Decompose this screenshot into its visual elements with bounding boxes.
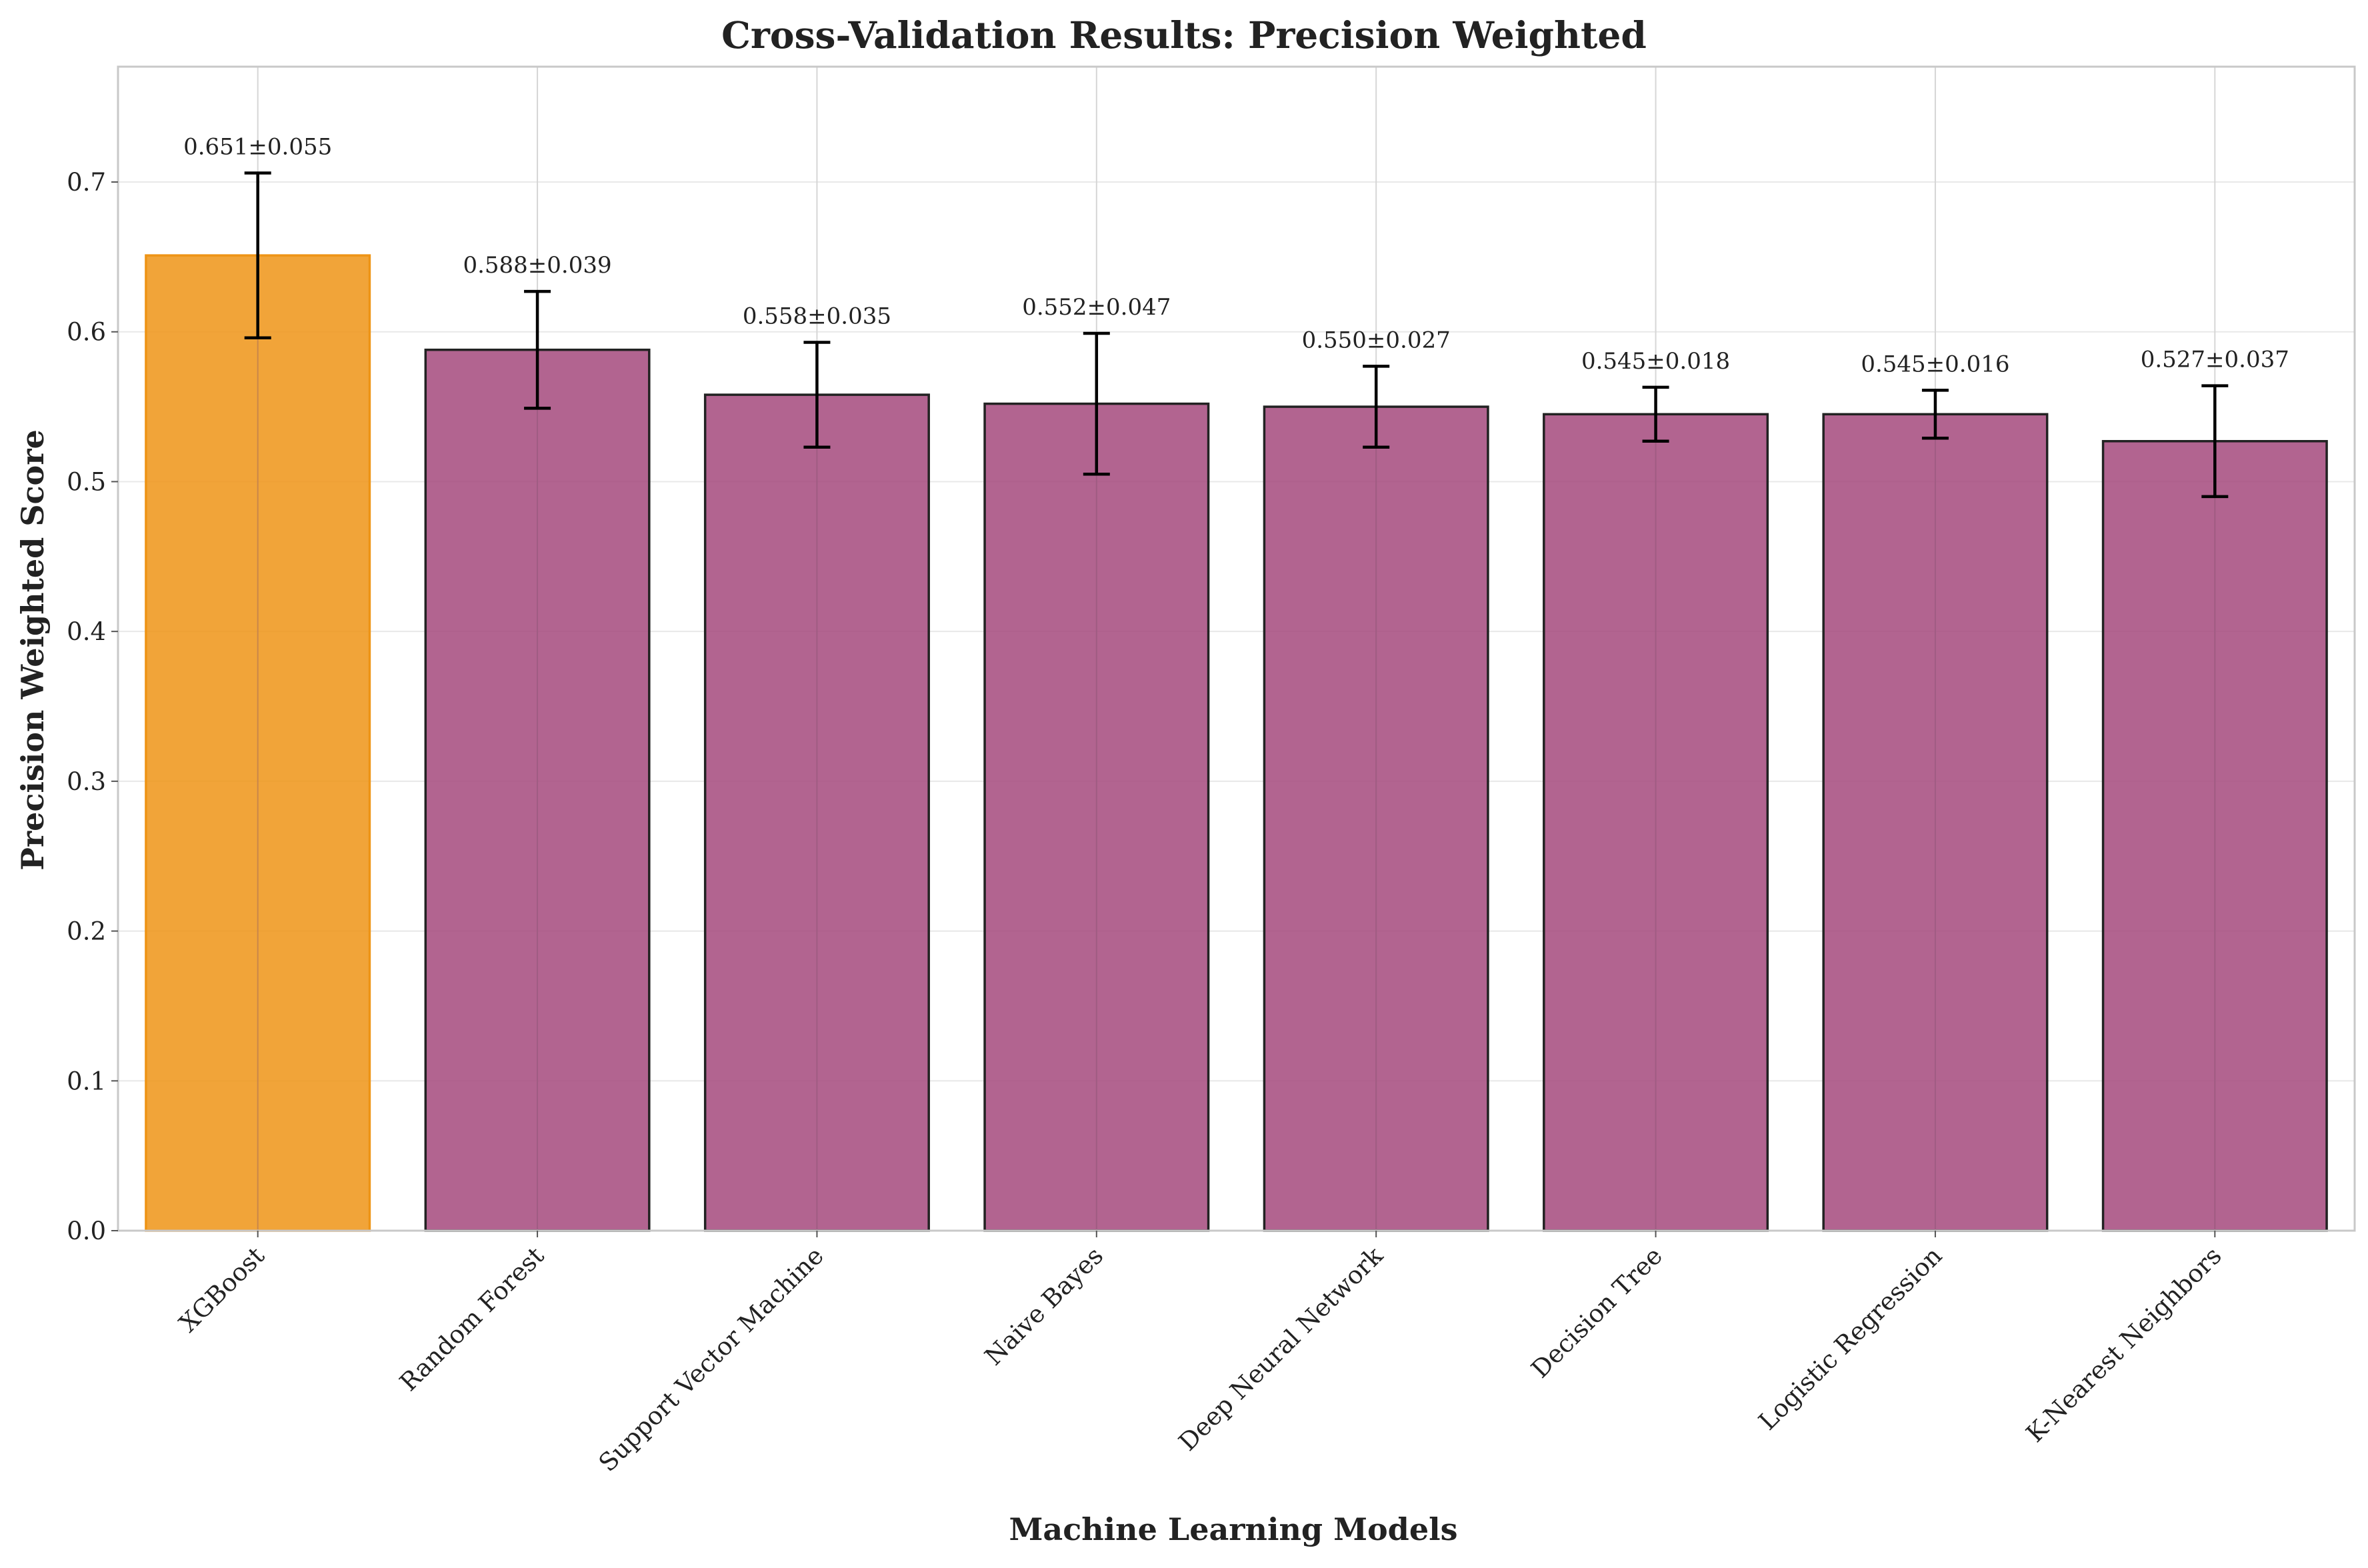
error-bar — [1083, 331, 1110, 476]
data-labels-layer: 0.651±0.055 0.588±0.039 0.558±0.035 0.552±0… — [183, 134, 2289, 378]
bar-deep-neural-network — [1263, 405, 1489, 1232]
bar-random-forest — [424, 348, 651, 1232]
error-bars-layer — [244, 171, 2229, 499]
data-label: 0.651±0.055 — [183, 134, 332, 161]
data-label: 0.545±0.018 — [1581, 348, 1730, 375]
y-tick-label: 0.5 — [67, 467, 106, 496]
error-bar — [1642, 385, 1669, 443]
y-tick-label: 0.3 — [67, 767, 106, 796]
y-axis-title: Precision Weighted Score — [15, 429, 51, 870]
plot-frame — [117, 65, 2356, 1232]
bar-support-vector-machine — [703, 393, 930, 1232]
error-bar — [803, 341, 831, 449]
x-axis-title: Machine Learning Models — [1009, 1511, 1458, 1547]
error-bar — [244, 171, 271, 339]
error-bar — [1363, 365, 1390, 449]
data-label: 0.527±0.037 — [2141, 347, 2289, 373]
y-tick-label: 0.2 — [67, 917, 106, 946]
data-label: 0.545±0.016 — [1861, 351, 2009, 377]
error-bar — [524, 289, 551, 410]
y-tick-label: 0.0 — [67, 1217, 106, 1245]
bars-layer — [145, 254, 2328, 1232]
data-label: 0.558±0.035 — [743, 303, 891, 329]
chart-title: Cross-Validation Results: Precision Weig… — [721, 13, 1647, 57]
data-label: 0.552±0.047 — [1022, 294, 1171, 321]
bar-k-nearest-neighbors — [2101, 440, 2328, 1232]
y-axis-ticks: 0.0 0.1 0.2 0.3 0.4 0.5 0.6 0.7 — [67, 168, 118, 1245]
bar-naive-bayes — [983, 402, 1210, 1232]
error-bar — [2201, 384, 2229, 499]
y-tick-label: 0.1 — [67, 1067, 106, 1095]
bar-logistic-regression — [1822, 413, 2049, 1232]
y-tick-label: 0.4 — [67, 617, 106, 646]
data-label: 0.588±0.039 — [463, 252, 611, 279]
y-tick-label: 0.7 — [67, 168, 106, 197]
data-label: 0.550±0.027 — [1302, 327, 1451, 353]
error-bar — [1921, 389, 1949, 440]
y-tick-label: 0.6 — [67, 318, 106, 347]
